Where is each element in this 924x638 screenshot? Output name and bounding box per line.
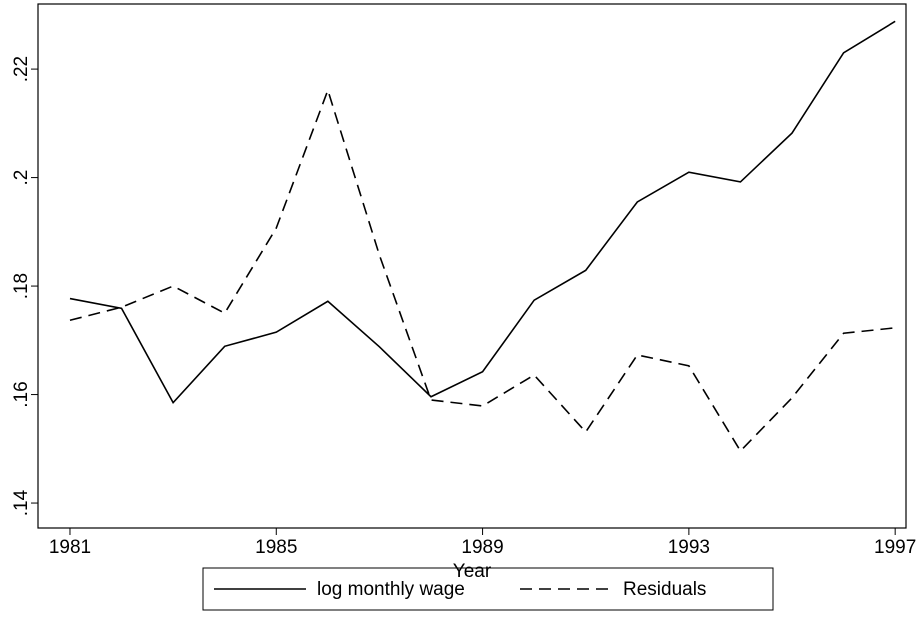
data-line — [69, 87, 896, 453]
y-tick-label: .16 — [11, 381, 32, 407]
x-tick-label: 1985 — [255, 537, 297, 558]
legend-label: Residuals — [623, 579, 706, 600]
x-tick-label: 1989 — [461, 537, 503, 558]
data-line — [69, 20, 896, 405]
x-axis-label: Year — [453, 561, 492, 582]
plot-frame — [37, 3, 907, 529]
y-tick-label: .14 — [11, 489, 32, 516]
y-tick-label: .22 — [11, 56, 32, 82]
x-tick-label: 1997 — [874, 537, 916, 558]
legend-box — [202, 567, 774, 611]
y-tick-label: .2 — [11, 170, 32, 186]
x-tick-label: 1981 — [49, 537, 91, 558]
y-tick-label: .18 — [11, 273, 32, 299]
x-tick-label: 1993 — [668, 537, 710, 558]
legend-label: log monthly wage — [317, 579, 465, 600]
